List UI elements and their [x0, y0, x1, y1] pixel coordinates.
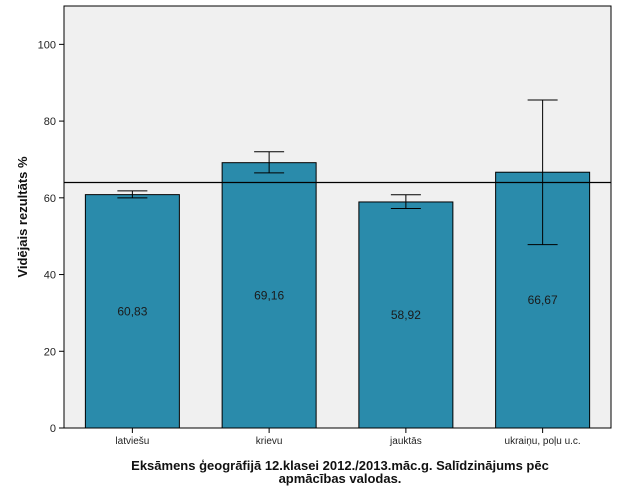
y-tick-label: 0 [50, 423, 56, 435]
x-tick-label: jauktās [389, 436, 422, 447]
y-tick-label: 80 [44, 116, 56, 128]
bar [84, 194, 180, 429]
y-tick-label: 20 [44, 346, 56, 358]
plot-frame [63, 5, 612, 429]
x-tick-label: ukraiņu, poļu u.c. [505, 436, 581, 447]
data-label: 58,92 [391, 308, 421, 322]
bar [221, 162, 317, 429]
x-tick-label: latviešu [115, 436, 149, 447]
y-tick-label: 40 [44, 270, 56, 282]
bar [358, 201, 454, 429]
data-label: 60,83 [117, 304, 147, 318]
y-tick-label: 60 [44, 193, 56, 205]
data-label: 69,16 [254, 288, 284, 302]
x-tick-label: krievu [256, 436, 283, 447]
y-tick-label: 100 [38, 39, 56, 51]
x-axis-label-line2: apmācības valodas. [278, 471, 402, 486]
y-axis-label: Vidējais rezultāts % [15, 156, 30, 278]
data-label: 66,67 [528, 293, 558, 307]
x-axis-label-line1: Eksāmens ģeogrāfijā 12.klasei 2012./2013… [131, 458, 549, 473]
